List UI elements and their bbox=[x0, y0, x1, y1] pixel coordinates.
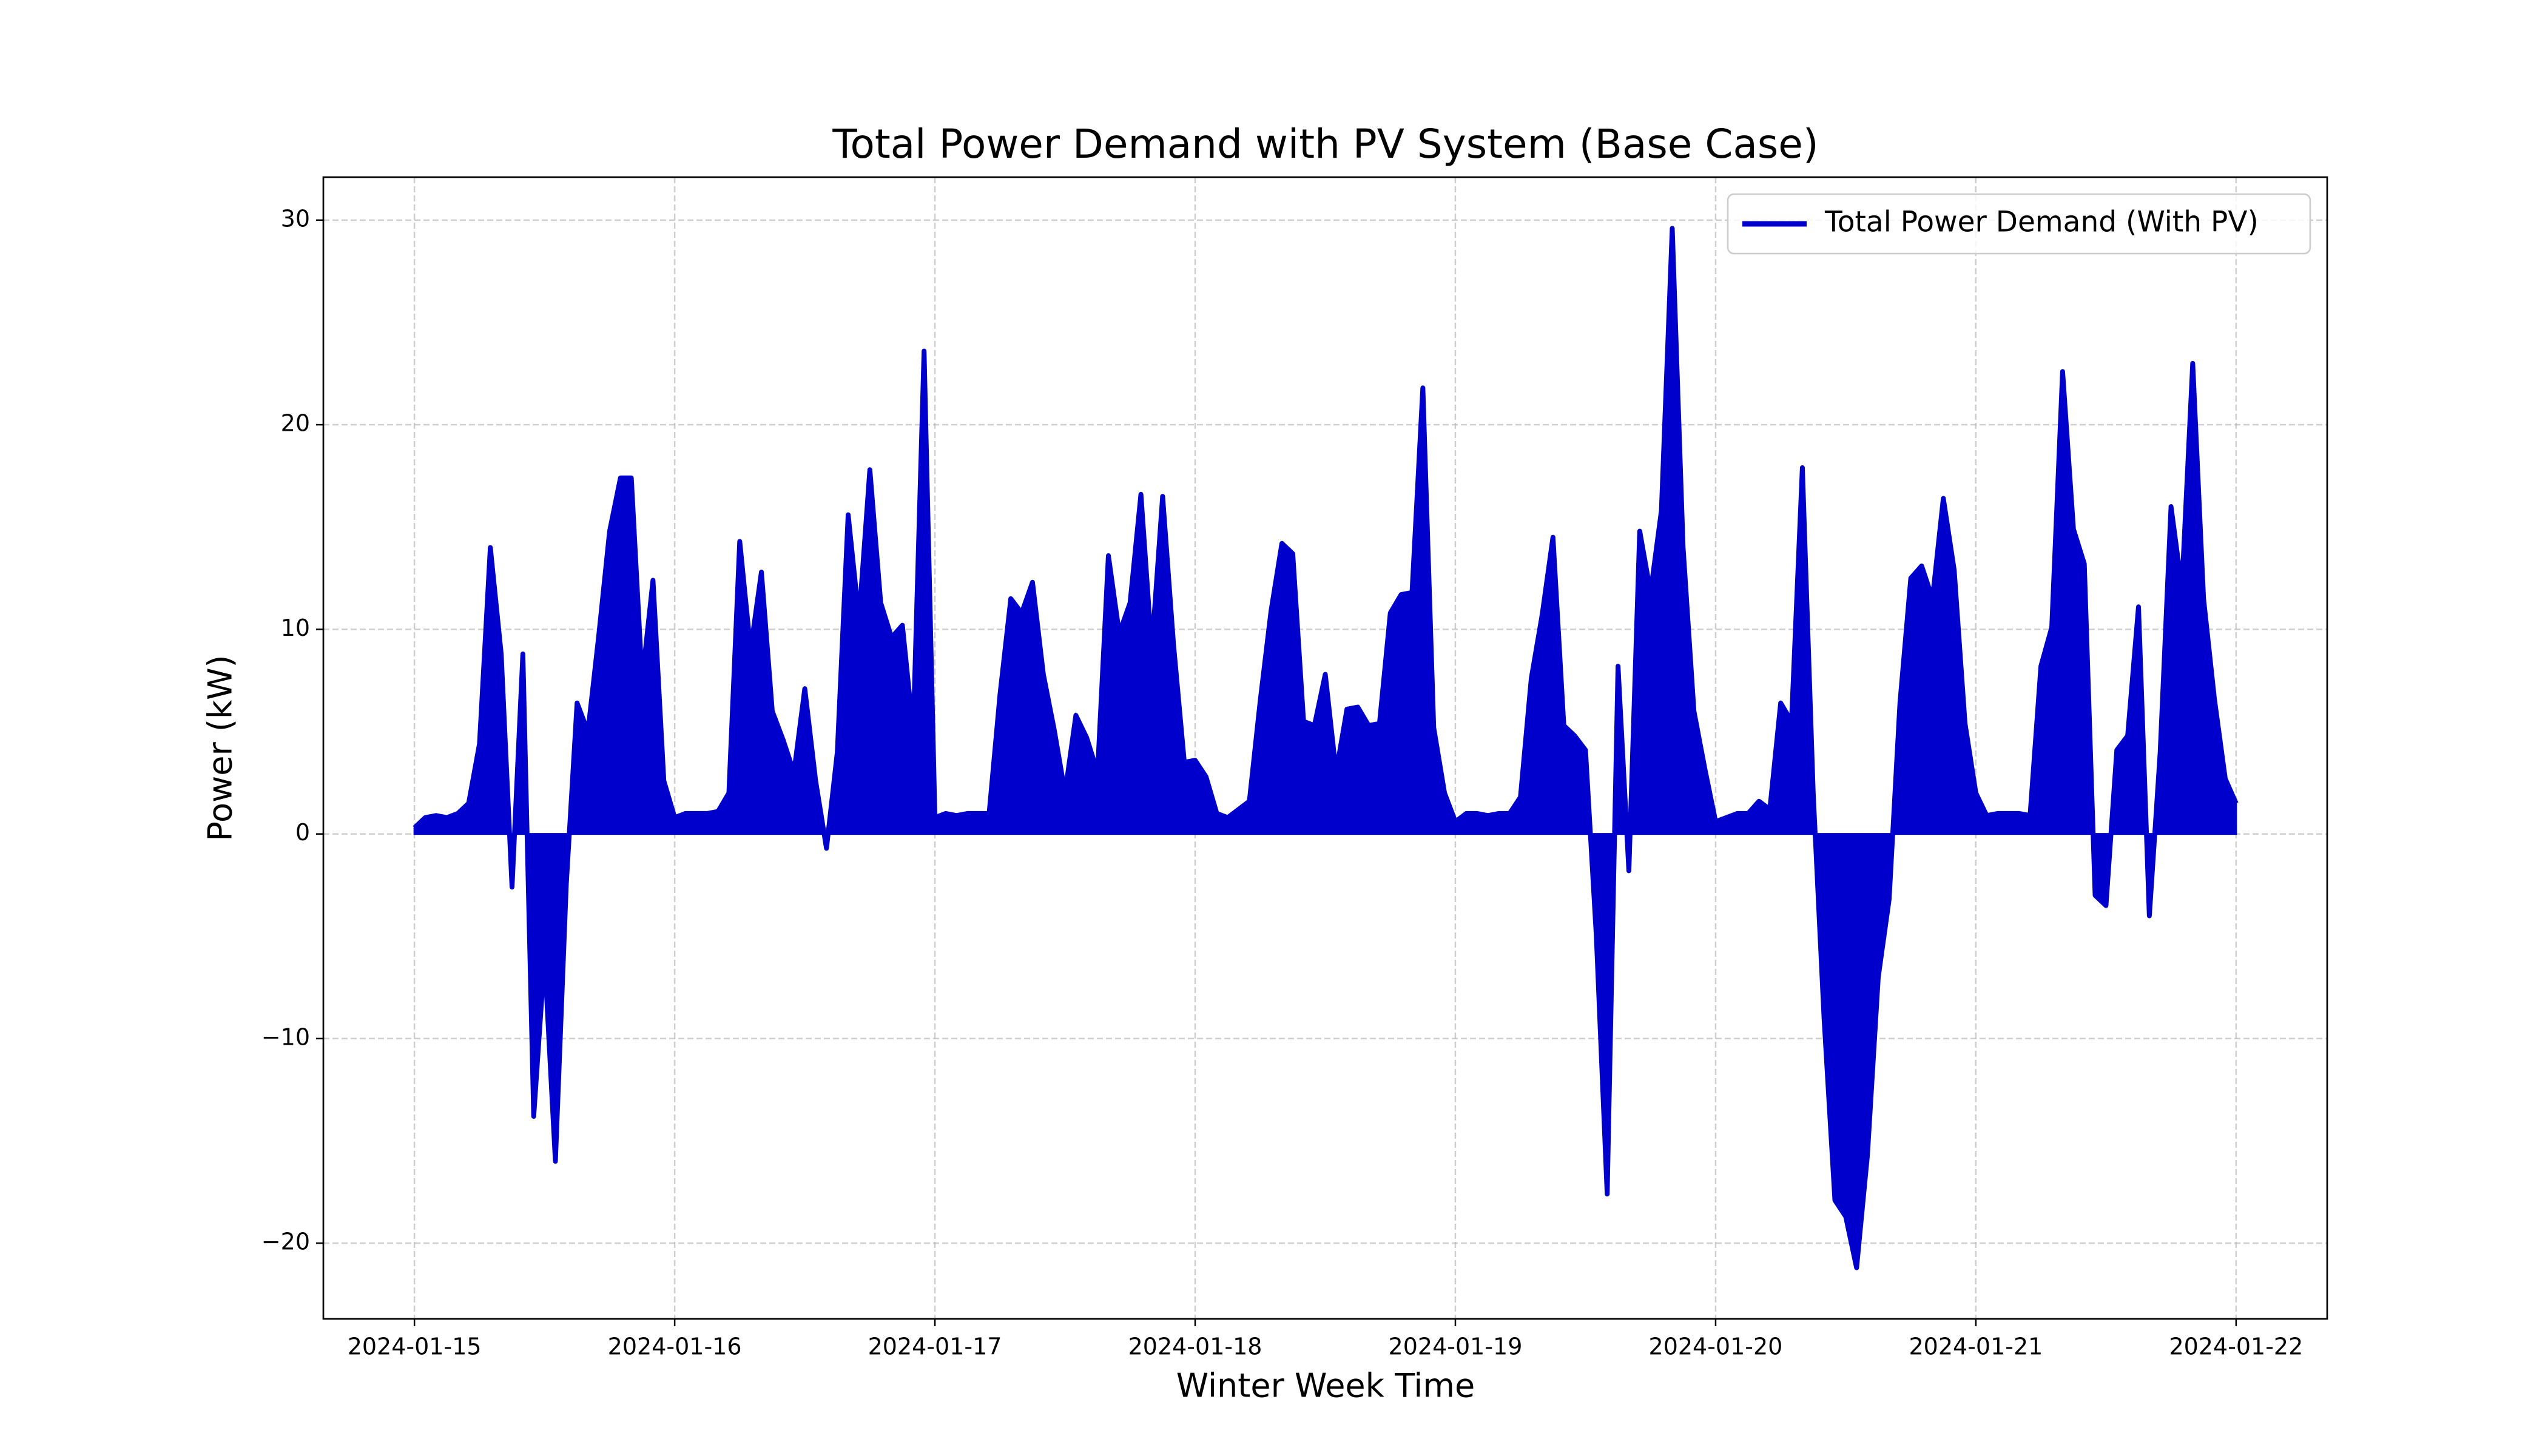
x-tick-label: 2024-01-18 bbox=[1128, 1333, 1262, 1360]
x-tick-label: 2024-01-16 bbox=[608, 1333, 742, 1360]
x-tick-label: 2024-01-15 bbox=[348, 1333, 482, 1360]
ticks: 2024-01-15 2024-01-16 2024-01-17 2024-01-18… bbox=[261, 205, 2303, 1360]
plot-area bbox=[413, 226, 2239, 1270]
y-tick-label: 0 bbox=[295, 819, 310, 846]
y-tick-label: −10 bbox=[261, 1023, 310, 1050]
y-tick-label: 10 bbox=[281, 615, 310, 641]
x-tick-label: 2024-01-21 bbox=[1909, 1333, 2043, 1360]
y-axis-label: Power (kW) bbox=[201, 655, 240, 841]
x-tick-label: 2024-01-19 bbox=[1389, 1333, 1523, 1360]
area-fill bbox=[413, 228, 2237, 1268]
legend-box bbox=[1727, 193, 2311, 255]
x-tick-label: 2024-01-20 bbox=[1649, 1333, 1783, 1360]
chart-title: Total Power Demand with PV System (Base … bbox=[832, 121, 1818, 167]
y-tick-label: 20 bbox=[281, 410, 310, 437]
x-axis-label: Winter Week Time bbox=[1176, 1367, 1475, 1405]
axes-frame bbox=[322, 176, 2328, 1320]
legend-label: Total Power Demand (With PV) bbox=[1824, 206, 2259, 239]
x-tick-label: 2024-01-17 bbox=[868, 1333, 1002, 1360]
y-tick-label: 30 bbox=[281, 205, 310, 232]
x-tick-label: 2024-01-22 bbox=[2169, 1333, 2303, 1360]
legend: Total Power Demand (With PV) bbox=[1727, 193, 2311, 255]
data-line bbox=[413, 226, 2239, 1270]
y-tick-label: −20 bbox=[261, 1228, 310, 1255]
